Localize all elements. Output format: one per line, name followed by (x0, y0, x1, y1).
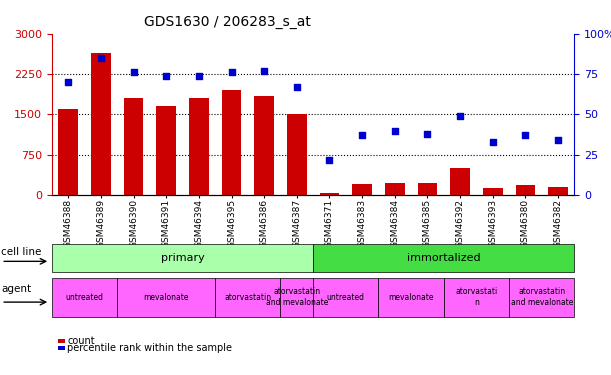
Text: atorvastatin
and mevalonate: atorvastatin and mevalonate (511, 288, 573, 307)
Point (194, 73, 203, 79)
Point (423, 131, 433, 137)
Bar (189, 98, 208, 195)
Text: atorvastatin
and mevalonate: atorvastatin and mevalonate (266, 288, 328, 307)
Point (357, 132, 367, 138)
Bar (450, 168, 470, 195)
Point (488, 139, 497, 145)
Bar (156, 106, 176, 195)
Bar (124, 98, 144, 195)
Text: mevalonate: mevalonate (389, 292, 434, 302)
Text: untreated: untreated (327, 292, 365, 302)
Point (259, 68, 269, 74)
Bar (222, 90, 241, 195)
Bar (254, 96, 274, 195)
Text: mevalonate: mevalonate (144, 292, 189, 302)
Point (521, 132, 530, 138)
Bar (548, 188, 568, 195)
Text: atorvastati
n: atorvastati n (455, 288, 497, 307)
Bar (59, 109, 78, 195)
Text: count: count (67, 336, 95, 346)
Point (227, 69, 236, 75)
Bar (385, 183, 404, 195)
Point (129, 69, 139, 75)
Bar (353, 184, 372, 195)
Bar (516, 185, 535, 195)
Text: primary: primary (161, 253, 205, 263)
Point (390, 128, 400, 134)
Text: atorvastatin: atorvastatin (224, 292, 271, 302)
Text: agent: agent (1, 284, 31, 294)
Point (161, 73, 171, 79)
Bar (320, 193, 339, 195)
Text: immortalized: immortalized (407, 253, 480, 263)
Point (324, 156, 334, 162)
Text: GDS1630 / 206283_s_at: GDS1630 / 206283_s_at (144, 15, 310, 29)
Bar (91, 53, 111, 195)
Point (292, 84, 302, 90)
Point (64, 79, 73, 85)
Text: untreated: untreated (65, 292, 104, 302)
Bar (483, 188, 502, 195)
Bar (417, 183, 437, 195)
Text: cell line: cell line (1, 247, 42, 256)
Point (96, 55, 106, 61)
Point (553, 137, 563, 143)
Text: percentile rank within the sample: percentile rank within the sample (67, 343, 232, 353)
Bar (287, 114, 307, 195)
Point (455, 113, 465, 119)
